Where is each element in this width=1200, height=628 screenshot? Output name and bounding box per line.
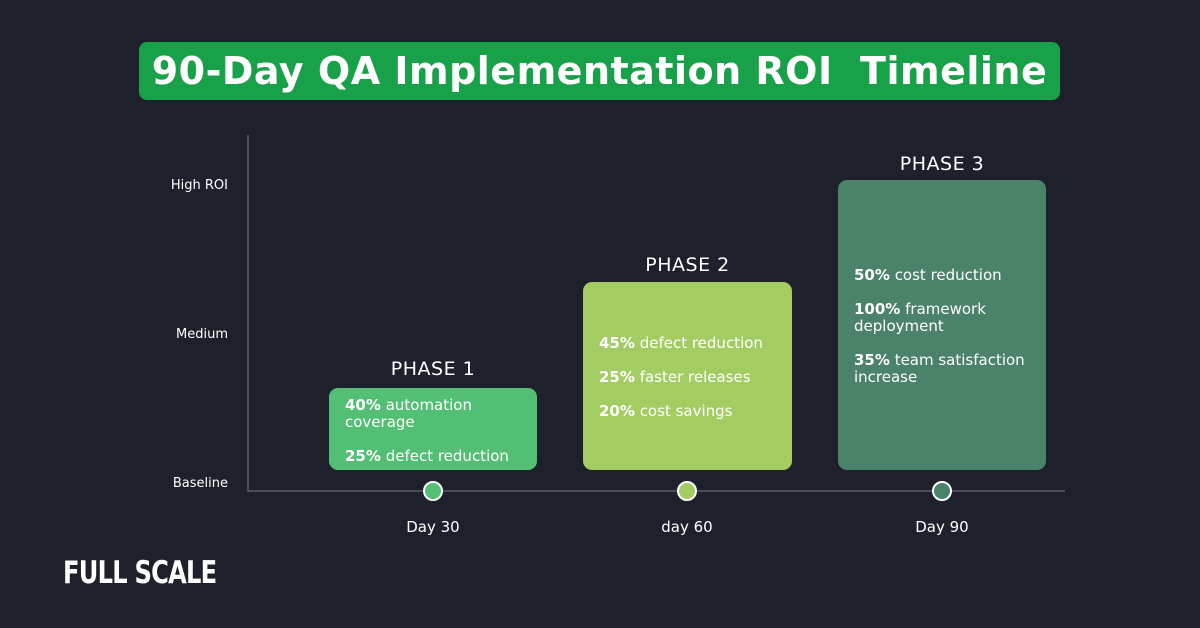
day-30-marker: [423, 481, 443, 501]
y-label-high: High ROI: [170, 178, 228, 193]
phase-3-item: 50% cost reduction: [854, 266, 1002, 284]
day-60-label: day 60: [661, 518, 713, 536]
phase-2-item: 20% cost savings: [599, 402, 733, 420]
phase-3-item: 35% team satisfaction increase: [854, 351, 1025, 386]
phase-3-item: 100% framework deployment: [854, 300, 986, 335]
full-scale-logo: FULL SCALE: [63, 555, 217, 591]
phase-2-item: 45% defect reduction: [599, 334, 763, 352]
page-title: 90-Day QA Implementation ROI Timeline: [139, 42, 1060, 100]
phase-1-title: PHASE 1: [390, 358, 476, 380]
day-30-label: Day 30: [406, 518, 460, 536]
day-90-marker: [932, 481, 952, 501]
y-axis: [247, 135, 249, 491]
phase-3-title: PHASE 3: [899, 153, 985, 175]
phase-1-box: 40% automation coverage 25% defect reduc…: [329, 388, 537, 470]
day-90-label: Day 90: [915, 518, 969, 536]
phase-2-item: 25% faster releases: [599, 368, 751, 386]
day-60-marker: [677, 481, 697, 501]
x-axis: [247, 490, 1065, 492]
y-label-baseline: Baseline: [172, 476, 228, 491]
phase-2-title: PHASE 2: [645, 254, 730, 276]
y-label-medium: Medium: [176, 327, 228, 342]
phase-3-box: 50% cost reduction 100% framework deploy…: [838, 180, 1046, 470]
phase-2-box: 45% defect reduction 25% faster releases…: [583, 282, 792, 470]
phase-1-item: 25% defect reduction: [345, 447, 509, 465]
phase-1-item: 40% automation coverage: [345, 396, 472, 431]
